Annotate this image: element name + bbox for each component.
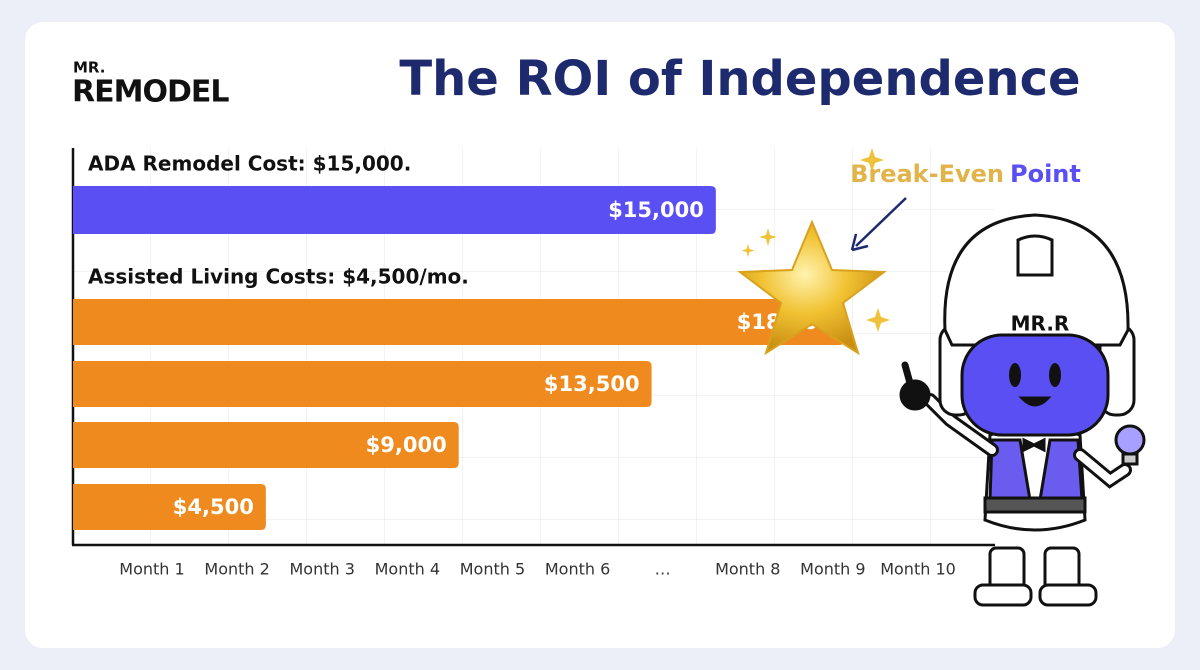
value-label: $4,500 (173, 495, 254, 519)
value-label: $15,000 (608, 198, 704, 222)
annotation-arrow (850, 197, 907, 252)
break-even-star (737, 219, 887, 356)
bars: $15,000$18,000$13,500$9,000$4,500 (73, 186, 845, 530)
x-tick-label: Month 6 (545, 560, 610, 579)
annotation-highlight: Break-Even (850, 160, 1004, 188)
bar (73, 299, 845, 345)
x-tick-label: Month 1 (119, 560, 184, 579)
bar (73, 186, 716, 234)
helmet-label: MR.R (1011, 312, 1070, 336)
logo-main: REMODEL (72, 75, 229, 110)
group-label: ADA Remodel Cost: $15,000. (88, 152, 411, 176)
logo-top: MR. (73, 59, 105, 77)
chart-title: The ROI of Independence (399, 51, 1080, 107)
bar (73, 361, 652, 407)
x-tick-label: Month 10 (880, 560, 956, 579)
x-tick-label: Month 3 (290, 560, 355, 579)
value-label: $13,500 (544, 372, 640, 396)
x-tick-label: Month 2 (204, 560, 269, 579)
group-label: Assisted Living Costs: $4,500/mo. (88, 265, 469, 289)
mascot (899, 213, 1146, 607)
x-tick-label: … (655, 560, 671, 579)
x-tick-label: Month 8 (715, 560, 780, 579)
annotation-rest: Point (1010, 160, 1081, 188)
value-label: $9,000 (366, 433, 447, 457)
x-tick-label: Month 4 (375, 560, 440, 579)
x-tick-label: Month 5 (460, 560, 525, 579)
x-tick-label: Month 9 (800, 560, 865, 579)
bar (73, 484, 266, 530)
bar (73, 422, 459, 468)
